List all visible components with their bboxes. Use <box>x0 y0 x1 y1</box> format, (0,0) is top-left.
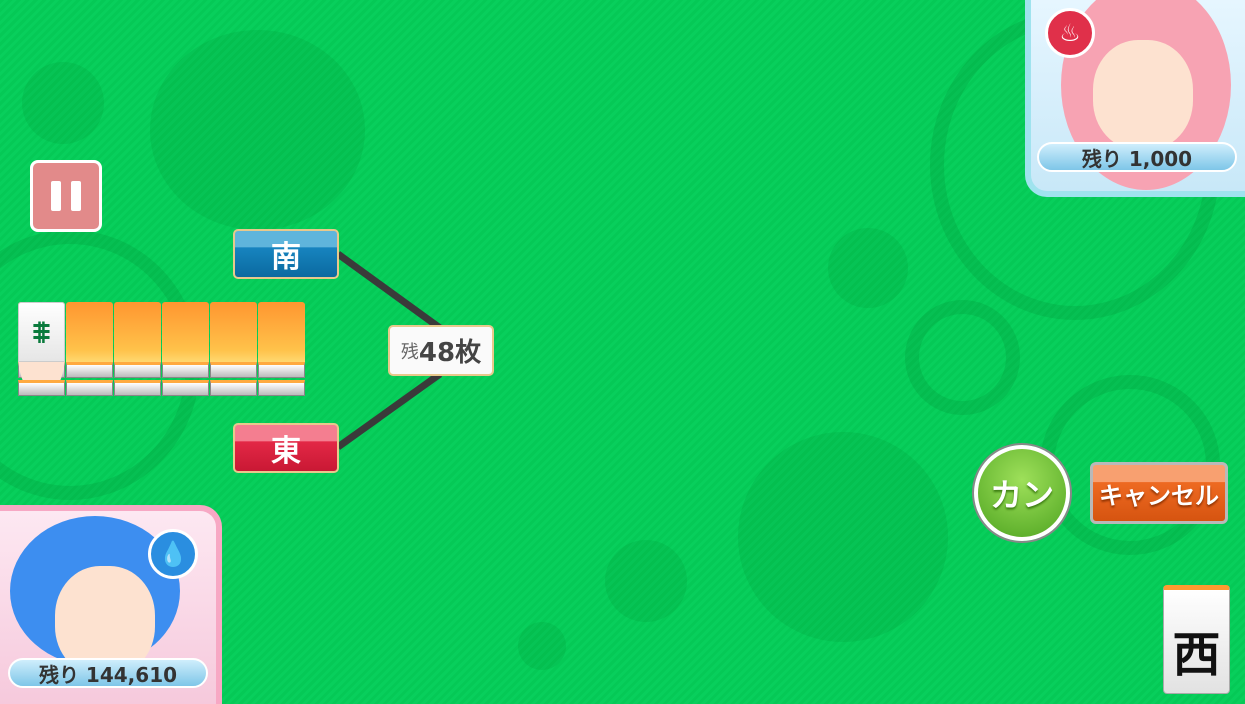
wall-tile <box>66 302 113 396</box>
opponent-score: 残り 1,000 <box>1037 142 1237 172</box>
remaining-tiles-counter: 残 48枚 <box>388 325 494 376</box>
dead-wall: ⩨ <box>18 302 305 396</box>
opponent-panel: ♨ 残り 1,000 <box>1025 0 1245 197</box>
seat-east-label: 東 <box>233 423 339 473</box>
pause-button[interactable] <box>30 160 102 232</box>
fire-icon: ♨ <box>1045 8 1095 58</box>
seat-south-label: 南 <box>233 229 339 279</box>
player-score: 残り 144,610 <box>8 658 208 688</box>
wall-tile <box>210 302 257 396</box>
dora-indicator-tile: ⩨ <box>18 302 65 396</box>
eight-bamboo-icon: ⩨ <box>18 302 65 362</box>
kan-button[interactable]: カン <box>974 445 1070 541</box>
wall-tile <box>114 302 161 396</box>
wall-tile <box>258 302 305 396</box>
water-icon: 💧 <box>148 529 198 579</box>
drawn-tile-west[interactable]: 西 <box>1163 585 1230 694</box>
pause-icon <box>51 181 61 211</box>
cancel-button[interactable]: キャンセル <box>1090 462 1228 524</box>
player-panel: 💧 残り 144,610 <box>0 505 222 704</box>
wall-tile <box>162 302 209 396</box>
